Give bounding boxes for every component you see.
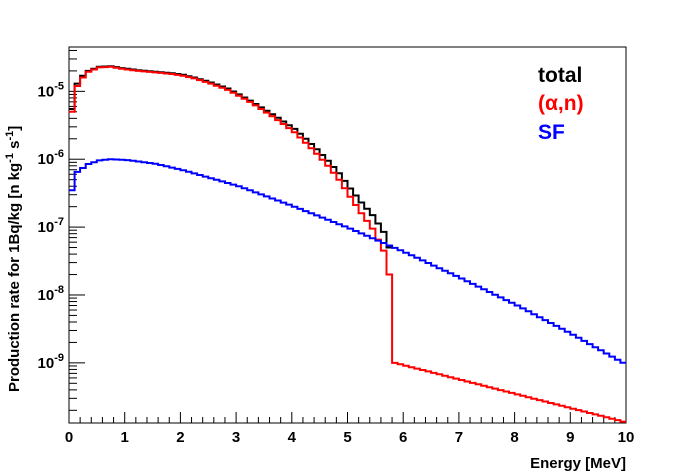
x-tick-label: 1 (121, 429, 129, 446)
series-line-alpha-n (69, 65, 626, 423)
legend-entry-alpha-n: (α,n) (538, 92, 584, 115)
x-tick-label: 0 (65, 429, 73, 446)
y-axis-title: Production rate for 1Bq/kg [n kg-1 s-1] (4, 126, 23, 392)
y-tick-label: 10-9 (38, 352, 64, 372)
x-axis-ticks: 0 1 2 3 4 5 6 7 8 9 10 (65, 412, 635, 446)
x-tick-label: 8 (510, 429, 518, 446)
x-axis-title: Energy [MeV] (530, 455, 626, 472)
x-tick-label: 6 (399, 429, 407, 446)
legend-entry-sf: SF (538, 121, 565, 144)
x-tick-label: 10 (618, 429, 635, 446)
x-tick-label: 5 (343, 429, 351, 446)
x-tick-label: 7 (455, 429, 463, 446)
series-line-sf (69, 158, 626, 364)
y-tick-label: 10-7 (38, 216, 64, 236)
y-tick-label: 10-5 (38, 80, 64, 100)
y-tick-label: 10-6 (38, 148, 64, 168)
series-group (69, 65, 626, 423)
x-tick-label: 4 (288, 429, 297, 446)
x-tick-label: 3 (232, 429, 240, 446)
y-axis-ticks: 10-9 10-8 10-7 10-6 10-5 (38, 49, 85, 411)
legend: total (α,n) SF (538, 64, 584, 144)
legend-entry-total: total (538, 64, 582, 87)
x-tick-label: 2 (176, 429, 184, 446)
x-tick-label: 9 (566, 429, 574, 446)
y-tick-label: 10-8 (38, 284, 64, 304)
